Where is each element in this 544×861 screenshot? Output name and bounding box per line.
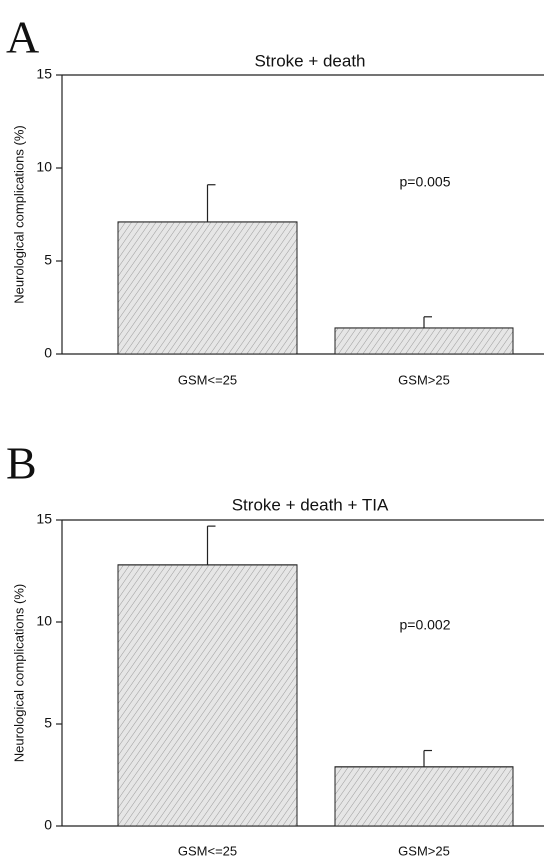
y-axis-label: Neurological complications (%) (11, 125, 26, 303)
y-tick-label: 0 (44, 817, 52, 833)
x-tick-label: GSM>25 (398, 372, 450, 387)
y-tick-label: 15 (36, 66, 52, 82)
y-tick-label: 0 (44, 345, 52, 361)
y-tick-label: 5 (44, 715, 52, 731)
x-tick-label: GSM>25 (398, 843, 450, 858)
annotation: p=0.002 (400, 617, 451, 633)
y-tick-label: 10 (36, 613, 52, 629)
x-tick-label: GSM<=25 (178, 843, 237, 858)
panel-letter: A (6, 12, 39, 63)
y-tick-label: 15 (36, 511, 52, 527)
bar-hatch (334, 766, 514, 827)
chart-title: Stroke + death (254, 51, 365, 70)
bar-hatch (117, 564, 298, 827)
y-tick-label: 5 (44, 252, 52, 268)
annotation: p=0.005 (400, 174, 451, 190)
bar-hatch (334, 327, 514, 355)
x-tick-label: GSM<=25 (178, 372, 237, 387)
panel-letter: B (6, 438, 37, 489)
chart-title: Stroke + death + TIA (232, 495, 389, 514)
bar-hatch (117, 221, 298, 355)
y-tick-label: 10 (36, 159, 52, 175)
y-axis-label: Neurological complications (%) (11, 584, 26, 762)
